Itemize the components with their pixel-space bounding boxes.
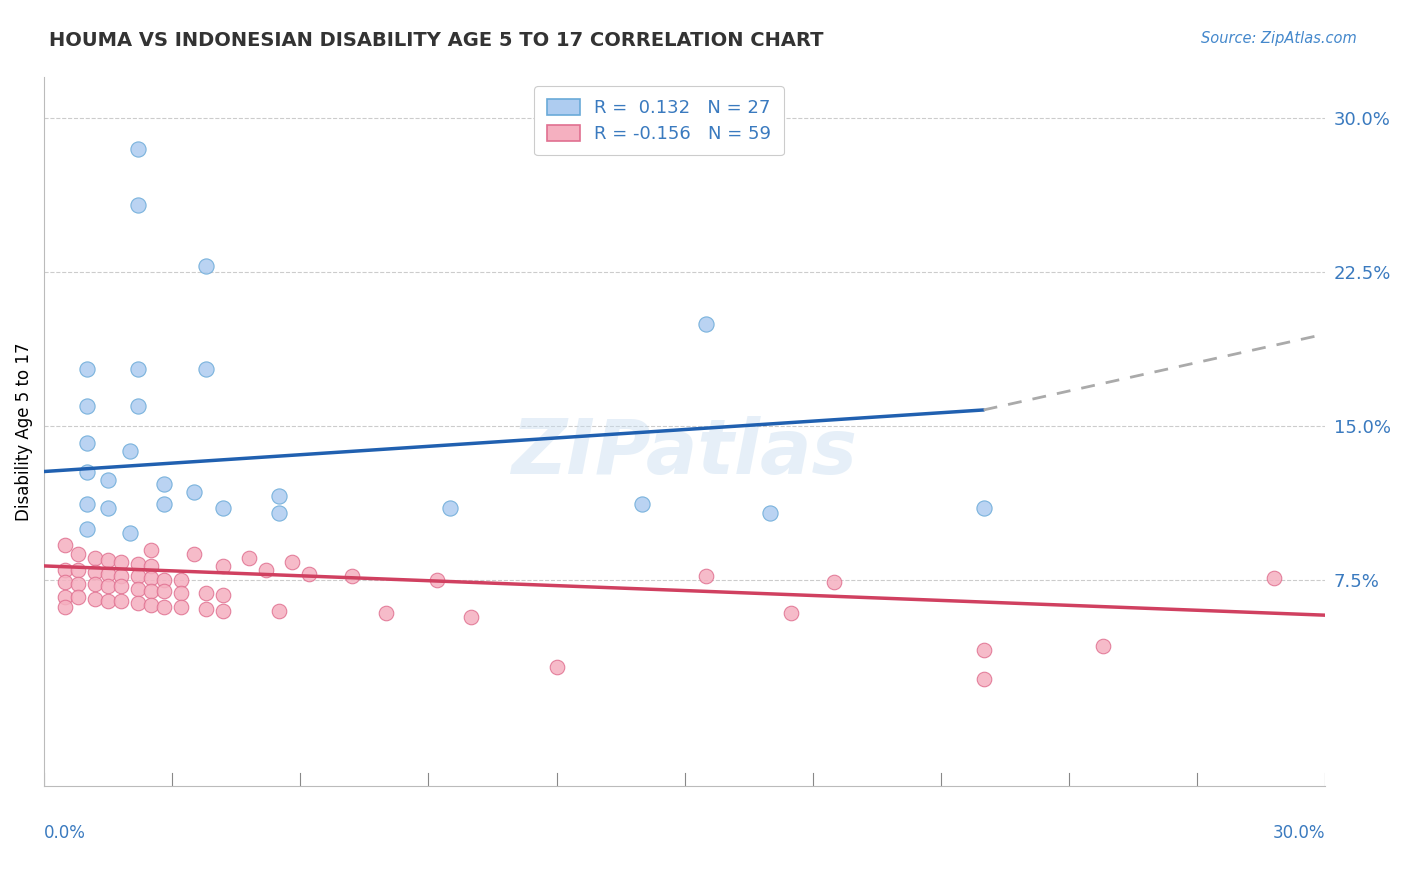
Text: 0.0%: 0.0% — [44, 824, 86, 842]
Point — [254, 563, 277, 577]
Point — [76, 399, 98, 413]
Point — [267, 604, 290, 618]
Point — [212, 501, 235, 516]
Point — [195, 362, 218, 376]
Point — [973, 643, 995, 657]
Point — [84, 577, 107, 591]
Point — [183, 485, 205, 500]
Point — [631, 497, 654, 511]
Text: Source: ZipAtlas.com: Source: ZipAtlas.com — [1201, 31, 1357, 46]
Point — [267, 506, 290, 520]
Point — [84, 550, 107, 565]
Point — [127, 362, 149, 376]
Point — [195, 260, 218, 274]
Point — [55, 590, 77, 604]
Point — [170, 585, 193, 599]
Y-axis label: Disability Age 5 to 17: Disability Age 5 to 17 — [15, 343, 32, 521]
Point — [110, 594, 132, 608]
Point — [139, 598, 162, 612]
Point — [1263, 571, 1285, 585]
Point — [127, 569, 149, 583]
Point — [67, 547, 90, 561]
Point — [212, 604, 235, 618]
Point — [97, 553, 120, 567]
Point — [152, 476, 174, 491]
Point — [374, 606, 396, 620]
Point — [823, 575, 845, 590]
Point — [152, 599, 174, 614]
Point — [281, 555, 304, 569]
Point — [55, 563, 77, 577]
Point — [118, 526, 141, 541]
Point — [439, 501, 461, 516]
Point — [110, 579, 132, 593]
Point — [110, 569, 132, 583]
Point — [1092, 639, 1115, 653]
Point — [139, 542, 162, 557]
Point — [118, 444, 141, 458]
Point — [212, 588, 235, 602]
Point — [759, 506, 782, 520]
Point — [67, 563, 90, 577]
Point — [212, 558, 235, 573]
Point — [67, 577, 90, 591]
Point — [298, 567, 321, 582]
Point — [76, 497, 98, 511]
Point — [127, 399, 149, 413]
Point — [127, 142, 149, 156]
Point — [170, 574, 193, 588]
Point — [973, 501, 995, 516]
Point — [195, 585, 218, 599]
Point — [267, 489, 290, 503]
Point — [76, 435, 98, 450]
Point — [695, 569, 717, 583]
Point — [973, 672, 995, 686]
Point — [780, 606, 803, 620]
Point — [97, 594, 120, 608]
Point — [127, 197, 149, 211]
Point — [76, 522, 98, 536]
Point — [238, 550, 260, 565]
Point — [110, 555, 132, 569]
Point — [195, 602, 218, 616]
Point — [426, 574, 449, 588]
Point — [127, 596, 149, 610]
Legend: R =  0.132   N = 27, R = -0.156   N = 59: R = 0.132 N = 27, R = -0.156 N = 59 — [534, 87, 783, 155]
Point — [55, 538, 77, 552]
Point — [97, 579, 120, 593]
Text: ZIPatlas: ZIPatlas — [512, 416, 858, 490]
Point — [460, 610, 482, 624]
Point — [152, 583, 174, 598]
Point — [84, 591, 107, 606]
Point — [152, 497, 174, 511]
Point — [152, 574, 174, 588]
Point — [139, 571, 162, 585]
Point — [139, 558, 162, 573]
Point — [97, 473, 120, 487]
Point — [67, 590, 90, 604]
Point — [127, 582, 149, 596]
Point — [695, 317, 717, 331]
Point — [139, 583, 162, 598]
Point — [127, 557, 149, 571]
Point — [97, 501, 120, 516]
Point — [546, 659, 568, 673]
Point — [84, 565, 107, 579]
Point — [76, 362, 98, 376]
Point — [340, 569, 363, 583]
Text: 30.0%: 30.0% — [1272, 824, 1326, 842]
Point — [55, 575, 77, 590]
Point — [97, 567, 120, 582]
Point — [76, 465, 98, 479]
Point — [55, 599, 77, 614]
Text: HOUMA VS INDONESIAN DISABILITY AGE 5 TO 17 CORRELATION CHART: HOUMA VS INDONESIAN DISABILITY AGE 5 TO … — [49, 31, 824, 50]
Point — [170, 599, 193, 614]
Point — [183, 547, 205, 561]
